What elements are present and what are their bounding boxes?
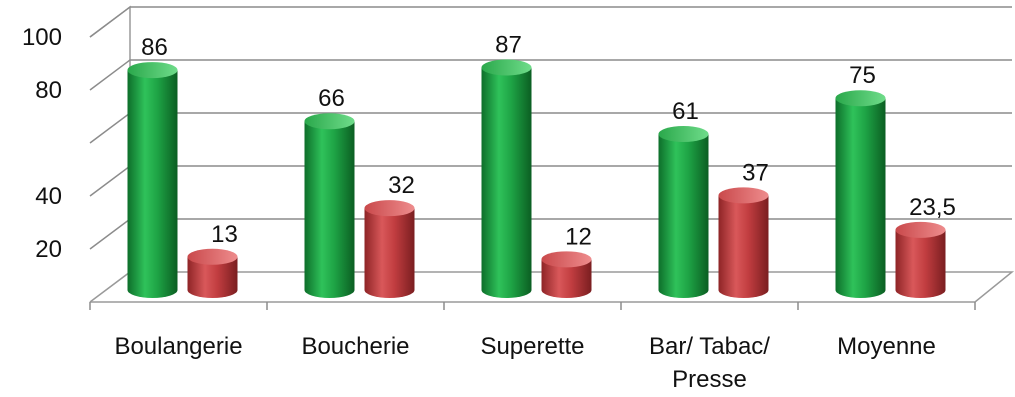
gridline xyxy=(89,6,1012,38)
y-tick-label: 80 xyxy=(35,77,62,104)
bar-top-series-1 xyxy=(127,62,178,79)
data-label: 32 xyxy=(388,172,415,199)
bar-series-2 xyxy=(895,229,946,298)
bar-top-series-2 xyxy=(187,248,238,265)
data-label: 12 xyxy=(565,223,592,250)
x-category-label: Boulangerie xyxy=(114,333,242,360)
x-category-label: Boucherie xyxy=(301,333,409,360)
chart-bars xyxy=(127,59,946,298)
data-label: 87 xyxy=(495,32,522,59)
bar-top-series-2 xyxy=(541,251,592,268)
bar-series-2 xyxy=(718,195,769,298)
bar-top-series-1 xyxy=(835,90,886,107)
y-tick-label: 20 xyxy=(35,236,62,263)
data-label: 13 xyxy=(211,221,238,248)
data-label: 86 xyxy=(141,34,168,61)
bar-top-series-1 xyxy=(304,113,355,130)
bar-series-1 xyxy=(127,70,178,298)
data-label: 23,5 xyxy=(909,194,956,221)
data-label: 66 xyxy=(318,85,345,112)
bar-top-series-2 xyxy=(364,200,415,217)
chart-labels: Boulangerie Boucherie Superette Bar/ Tabac/… xyxy=(114,32,955,393)
bar-top-series-1 xyxy=(658,126,709,143)
data-label: 37 xyxy=(742,159,769,186)
bar-top-series-2 xyxy=(718,187,769,204)
y-tick-label: 100 xyxy=(22,24,62,51)
side-wall xyxy=(89,5,131,303)
x-category-label: Presse xyxy=(672,366,747,393)
chart-axes: 20 40 80 100 xyxy=(22,24,976,310)
bar-series-2 xyxy=(187,256,238,298)
data-label: 75 xyxy=(849,62,876,89)
bar-series-1 xyxy=(304,121,355,298)
bar-series-1 xyxy=(658,134,709,298)
x-category-label: Bar/ Tabac/ xyxy=(649,333,770,360)
data-label: 61 xyxy=(672,98,699,125)
bar-series-2 xyxy=(541,259,592,298)
bar-series-1 xyxy=(481,67,532,298)
x-category-label: Superette xyxy=(480,333,584,360)
gridline xyxy=(89,59,1012,91)
y-tick-label: 40 xyxy=(35,183,62,210)
bar-series-2 xyxy=(364,208,415,298)
bar-top-series-1 xyxy=(481,59,532,76)
bar-series-1 xyxy=(835,98,886,298)
x-category-label: Moyenne xyxy=(837,333,936,360)
bar-top-series-2 xyxy=(895,221,946,238)
